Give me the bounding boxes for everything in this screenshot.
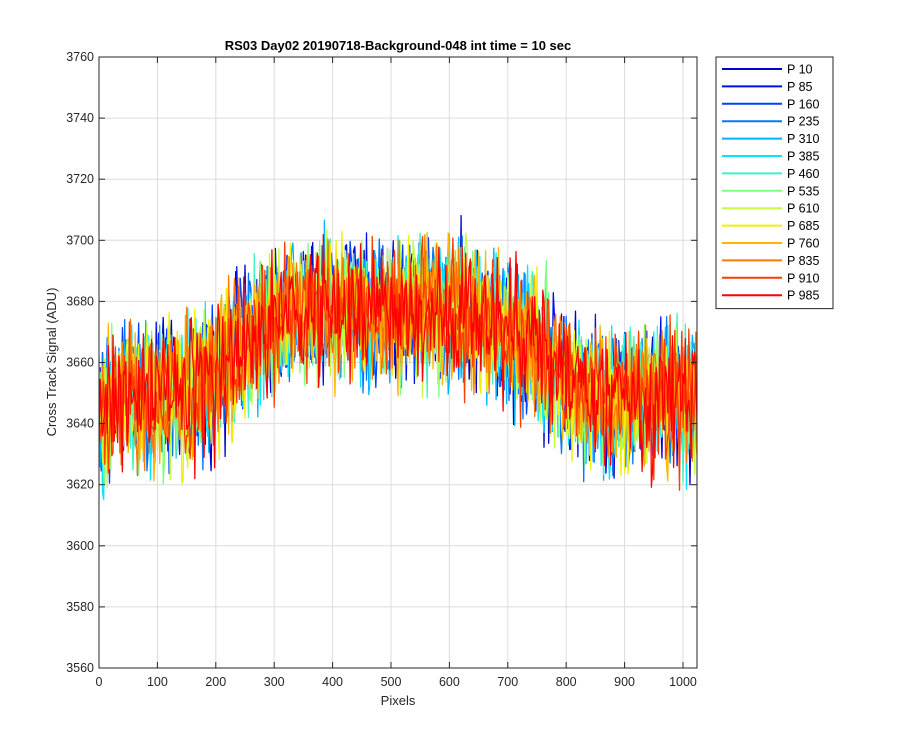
- legend-label: P 835: [787, 254, 819, 268]
- legend-label: P 10: [787, 63, 813, 77]
- legend-label: P 235: [787, 115, 819, 129]
- legend-label: P 910: [787, 271, 819, 285]
- legend-label: P 85: [787, 80, 813, 94]
- x-tick-label: 600: [439, 675, 460, 689]
- x-tick-label: 900: [614, 675, 635, 689]
- y-tick-label: 3720: [66, 172, 94, 186]
- x-axis-label: Pixels: [381, 693, 416, 708]
- x-tick-label: 800: [556, 675, 577, 689]
- legend-label: P 385: [787, 150, 819, 164]
- series-group: [99, 214, 697, 501]
- y-tick-label: 3580: [66, 600, 94, 614]
- legend-label: P 760: [787, 237, 819, 251]
- y-tick-label: 3700: [66, 233, 94, 247]
- chart-title: RS03 Day02 20190718-Background-048 int t…: [225, 38, 572, 53]
- legend-box: [715, 56, 834, 310]
- y-tick-label: 3560: [66, 661, 94, 675]
- x-tick-label: 700: [497, 675, 518, 689]
- legend-label: P 160: [787, 97, 819, 111]
- axis-ticks: 0 100 200 300 400 500 600 700 800 900 1000 3560 3580…: [66, 50, 697, 689]
- y-tick-label: 3740: [66, 111, 94, 125]
- x-tick-label: 0: [96, 675, 103, 689]
- series-line: [99, 231, 697, 482]
- y-tick-label: 3660: [66, 356, 94, 370]
- x-tick-label: 1000: [669, 675, 697, 689]
- legend-label: P 460: [787, 167, 819, 181]
- legend-label: P 535: [787, 184, 819, 198]
- legend-label: P 310: [787, 132, 819, 146]
- x-tick-label: 200: [205, 675, 226, 689]
- plot-area: [99, 214, 697, 501]
- legend-label: P 610: [787, 202, 819, 216]
- y-tick-label: 3640: [66, 417, 94, 431]
- y-tick-label: 3600: [66, 539, 94, 553]
- y-tick-label: 3760: [66, 50, 94, 64]
- x-tick-label: 400: [322, 675, 343, 689]
- series-line: [99, 233, 697, 488]
- y-tick-label: 3620: [66, 478, 94, 492]
- x-tick-label: 300: [264, 675, 285, 689]
- legend-label: P 685: [787, 219, 819, 233]
- y-tick-label: 3680: [66, 294, 94, 308]
- legend-label: P 985: [787, 289, 819, 303]
- x-tick-label: 100: [147, 675, 168, 689]
- x-tick-label: 500: [381, 675, 402, 689]
- legend: P 10 P 85 P 160 P 235 P 310 P 385 P 460 P 535 P …: [715, 56, 834, 310]
- y-axis-label: Cross Track Signal (ADU): [44, 288, 59, 437]
